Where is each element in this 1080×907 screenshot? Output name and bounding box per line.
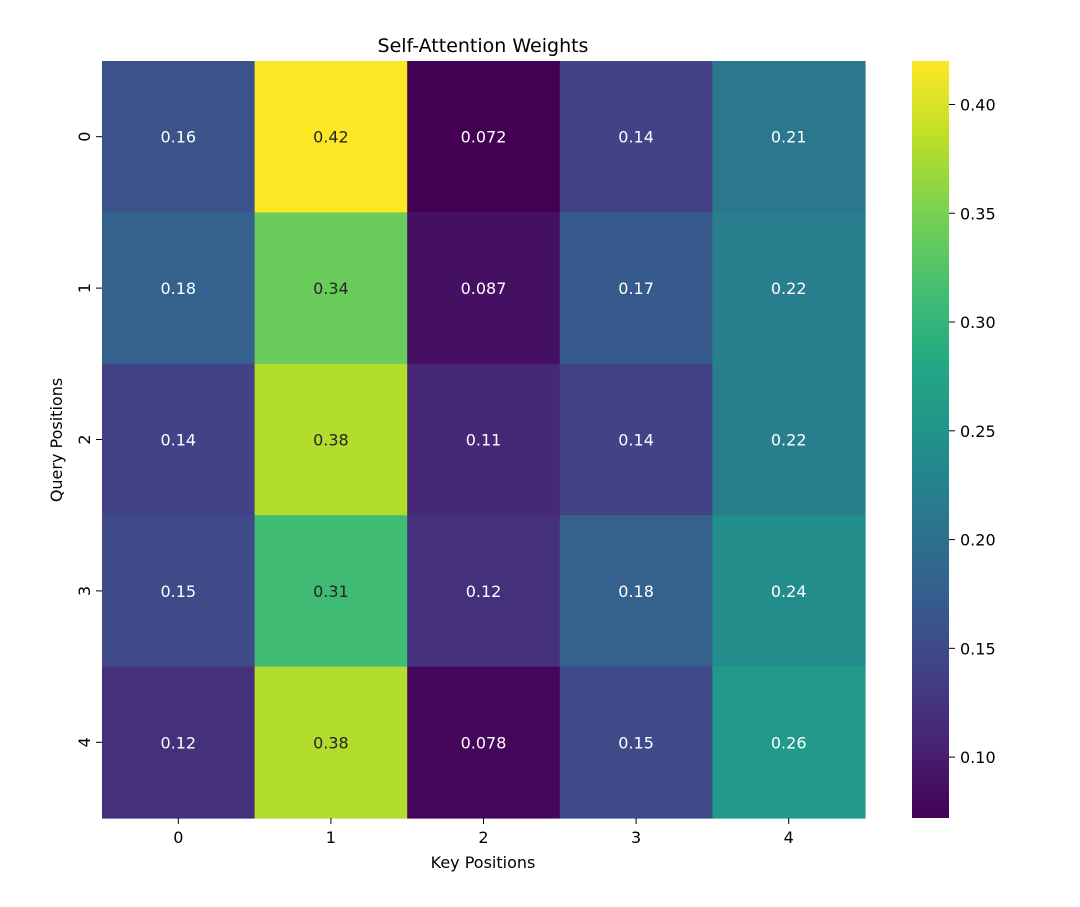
cell-value-label: 0.072 bbox=[461, 128, 507, 147]
cell-value-label: 0.078 bbox=[461, 733, 507, 752]
heatmap-cell bbox=[254, 61, 408, 213]
cell-value-label: 0.15 bbox=[160, 582, 196, 601]
cell-value-label: 0.12 bbox=[160, 733, 196, 752]
heatmap-cell bbox=[102, 212, 256, 365]
heatmap-cell bbox=[712, 363, 866, 516]
colorbar-tick-label: 0.25 bbox=[960, 422, 996, 441]
cell-value-label: 0.14 bbox=[618, 431, 654, 450]
cell-value-label: 0.42 bbox=[313, 128, 349, 147]
cell-value-label: 0.12 bbox=[466, 582, 502, 601]
heatmap-cell bbox=[102, 515, 256, 668]
cell-value-label: 0.21 bbox=[771, 128, 807, 147]
heatmap-cell bbox=[254, 666, 408, 819]
cell-value-label: 0.34 bbox=[313, 279, 349, 298]
heatmap-cell bbox=[407, 363, 561, 516]
y-tick-label: 1 bbox=[75, 283, 94, 293]
heatmap-cell bbox=[407, 212, 561, 365]
heatmap-cell bbox=[559, 212, 713, 365]
cell-value-label: 0.26 bbox=[771, 733, 807, 752]
y-tick-label: 3 bbox=[75, 586, 94, 596]
x-tick-label: 1 bbox=[326, 828, 336, 847]
cell-value-label: 0.18 bbox=[618, 582, 654, 601]
cell-value-label: 0.16 bbox=[160, 128, 196, 147]
colorbar-ticks: 0.10 0.15 0.20 0.25 0.30 0.35 0.40 bbox=[949, 96, 996, 767]
heatmap-cell bbox=[559, 363, 713, 516]
cell-value-label: 0.31 bbox=[313, 582, 349, 601]
x-axis-label: Key Positions bbox=[431, 853, 536, 872]
heatmap-annotations: 0.16 0.42 0.072 0.14 0.21 0.18 0.34 0.087 0.17 0.… bbox=[160, 128, 806, 753]
heatmap-cell bbox=[712, 61, 866, 213]
y-axis-ticks: 0 1 2 3 4 bbox=[75, 132, 102, 747]
heatmap-cell bbox=[102, 666, 256, 819]
cell-value-label: 0.38 bbox=[313, 431, 349, 450]
colorbar-tick-label: 0.30 bbox=[960, 313, 996, 332]
x-tick-label: 0 bbox=[173, 828, 183, 847]
colorbar-tick-label: 0.35 bbox=[960, 204, 996, 223]
colorbar-tick-label: 0.10 bbox=[960, 748, 996, 767]
heatmap-cells bbox=[102, 61, 866, 819]
colorbar-tick-label: 0.40 bbox=[960, 96, 996, 115]
colorbar-tick-label: 0.15 bbox=[960, 639, 996, 658]
heatmap-cell bbox=[102, 61, 256, 213]
chart-title: Self-Attention Weights bbox=[378, 35, 589, 57]
heatmap-cell bbox=[559, 666, 713, 819]
colorbar-tick-label: 0.20 bbox=[960, 531, 996, 550]
x-axis-ticks: 0 1 2 3 4 bbox=[173, 818, 794, 847]
x-tick-label: 3 bbox=[631, 828, 641, 847]
cell-value-label: 0.087 bbox=[461, 279, 507, 298]
y-tick-label: 0 bbox=[75, 132, 94, 142]
heatmap-cell bbox=[712, 212, 866, 365]
heatmap-cell bbox=[407, 666, 561, 819]
cell-value-label: 0.11 bbox=[466, 431, 502, 450]
heatmap-cell bbox=[407, 515, 561, 668]
cell-value-label: 0.22 bbox=[771, 431, 807, 450]
heatmap-cell bbox=[254, 212, 408, 365]
heatmap-cell bbox=[559, 61, 713, 213]
x-tick-label: 4 bbox=[784, 828, 794, 847]
cell-value-label: 0.14 bbox=[160, 431, 196, 450]
cell-value-label: 0.22 bbox=[771, 279, 807, 298]
heatmap-cell bbox=[559, 515, 713, 668]
cell-value-label: 0.38 bbox=[313, 733, 349, 752]
cell-value-label: 0.18 bbox=[160, 279, 196, 298]
cell-value-label: 0.14 bbox=[618, 128, 654, 147]
heatmap-cell bbox=[712, 666, 866, 819]
heatmap-cell bbox=[102, 363, 256, 516]
cell-value-label: 0.17 bbox=[618, 279, 654, 298]
heatmap-cell bbox=[254, 363, 408, 516]
heatmap-cell bbox=[712, 515, 866, 668]
x-tick-label: 2 bbox=[478, 828, 488, 847]
cell-value-label: 0.24 bbox=[771, 582, 807, 601]
y-axis-label: Query Positions bbox=[47, 378, 66, 502]
heatmap-cell bbox=[254, 515, 408, 668]
heatmap-cell bbox=[407, 61, 561, 213]
colorbar bbox=[912, 61, 949, 818]
cell-value-label: 0.15 bbox=[618, 733, 654, 752]
y-tick-label: 4 bbox=[75, 737, 94, 747]
y-tick-label: 2 bbox=[75, 434, 94, 444]
